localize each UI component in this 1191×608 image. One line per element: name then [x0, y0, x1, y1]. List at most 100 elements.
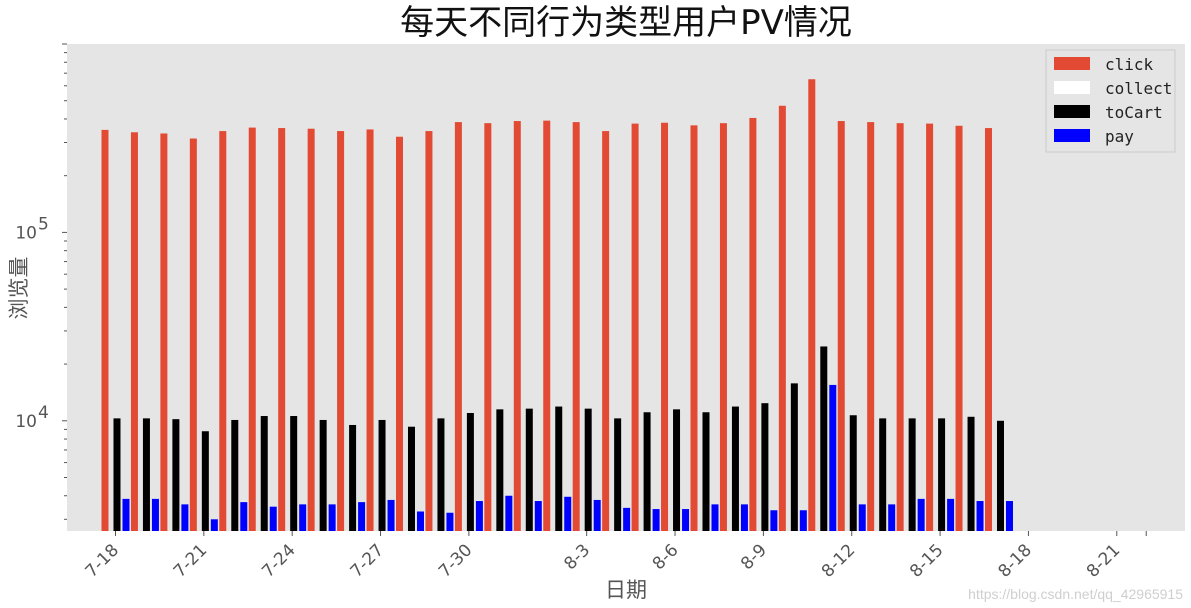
x-tick-label-8-9: 8-9 — [737, 540, 771, 574]
legend-label-tocart: toCart — [1105, 103, 1163, 122]
bar-toCart-8-17 — [996, 420, 1004, 531]
bar-click-8-13 — [867, 122, 875, 531]
bar-click-8-1 — [513, 121, 521, 531]
bar-toCart-7-27 — [378, 419, 386, 531]
x-tick-label-7-24: 7-24 — [258, 540, 299, 581]
bar-click-8-15 — [926, 123, 934, 531]
bar-click-7-18 — [101, 129, 109, 531]
bar-click-7-26 — [337, 131, 345, 531]
bar-toCart-7-31 — [496, 409, 504, 531]
bar-toCart-8-12 — [849, 415, 857, 531]
bar-pay-7-24 — [299, 504, 307, 531]
bar-click-7-24 — [278, 128, 286, 532]
x-tick-label-8-21: 8-21 — [1083, 540, 1124, 581]
bar-click-8-5 — [631, 123, 639, 531]
bar-click-8-12 — [837, 121, 845, 531]
bar-pay-7-28 — [416, 511, 424, 531]
bars-layer — [101, 79, 1013, 532]
bar-toCart-7-26 — [349, 424, 357, 531]
bar-pay-7-29 — [446, 512, 454, 531]
x-tick-label-8-18: 8-18 — [995, 540, 1036, 581]
y-tick-exponent: 5 — [38, 214, 49, 234]
bar-click-7-23 — [248, 127, 256, 531]
bar-click-8-4 — [602, 131, 610, 531]
bar-pay-8-13 — [888, 504, 896, 531]
bar-click-8-16 — [955, 125, 963, 531]
bar-pay-7-19 — [151, 498, 159, 531]
bar-pay-8-3 — [593, 499, 601, 531]
bar-toCart-7-21 — [201, 431, 209, 531]
chart-title: 每天不同行为类型用户PV情况 — [400, 3, 852, 43]
bar-pay-8-6 — [682, 509, 690, 531]
bar-toCart-8-4 — [614, 418, 622, 531]
bar-toCart-8-13 — [879, 418, 887, 531]
bar-pay-7-26 — [358, 502, 366, 531]
legend: click collect toCart pay — [1045, 49, 1176, 153]
x-tick-label-8-12: 8-12 — [818, 540, 859, 581]
bar-toCart-8-15 — [938, 418, 946, 531]
x-tick-label-8-6: 8-6 — [649, 540, 683, 574]
bar-toCart-7-25 — [319, 419, 327, 531]
bar-click-8-7 — [690, 125, 698, 531]
bar-toCart-7-30 — [466, 412, 474, 531]
bar-toCart-7-22 — [231, 419, 239, 531]
bar-pay-8-4 — [623, 507, 631, 531]
bar-pay-7-20 — [181, 504, 189, 531]
bar-toCart-7-29 — [437, 418, 445, 531]
bar-toCart-7-18 — [113, 418, 121, 531]
bar-toCart-8-6 — [673, 409, 681, 531]
bar-toCart-8-8 — [731, 406, 739, 531]
bar-pay-8-8 — [740, 504, 748, 531]
bar-toCart-8-7 — [702, 412, 710, 531]
bar-pay-8-14 — [917, 498, 925, 531]
bar-pay-7-22 — [240, 502, 248, 531]
bar-click-8-17 — [984, 128, 992, 532]
bar-pay-7-31 — [505, 495, 513, 531]
bar-pay-8-11 — [829, 384, 837, 531]
bar-click-7-28 — [395, 136, 403, 531]
bar-pay-7-30 — [475, 501, 483, 531]
bar-click-7-30 — [454, 122, 462, 531]
x-tick-label-8-15: 8-15 — [906, 540, 947, 581]
bar-pay-8-5 — [652, 509, 660, 531]
bar-click-8-10 — [778, 105, 786, 532]
bar-click-8-8 — [719, 123, 727, 532]
bar-pay-8-16 — [976, 501, 984, 531]
y-axis-label: 浏览量 — [7, 257, 31, 320]
bar-toCart-8-2 — [555, 406, 563, 531]
bar-pay-8-9 — [770, 510, 778, 531]
bar-pay-8-10 — [799, 510, 807, 531]
bar-pay-8-7 — [711, 504, 719, 531]
bar-click-7-31 — [484, 123, 492, 532]
x-tick-label-7-30: 7-30 — [435, 540, 476, 581]
bar-click-7-27 — [366, 129, 374, 531]
bar-toCart-8-11 — [820, 346, 828, 531]
bar-pay-7-23 — [269, 506, 277, 531]
bar-click-7-19 — [130, 132, 138, 531]
bar-toCart-7-24 — [290, 416, 298, 531]
legend-swatch-collect — [1054, 81, 1090, 94]
legend-label-collect: collect — [1105, 79, 1172, 98]
bar-pay-7-21 — [210, 519, 218, 531]
bar-click-8-14 — [896, 123, 904, 532]
bar-pay-8-12 — [858, 504, 866, 531]
bar-pay-8-2 — [564, 496, 572, 531]
x-tick-label-8-3: 8-3 — [560, 540, 594, 574]
bar-click-7-20 — [160, 133, 168, 532]
bar-toCart-7-28 — [407, 426, 415, 531]
x-axis-label: 日期 — [605, 578, 647, 602]
bar-toCart-8-9 — [761, 403, 769, 531]
bar-toCart-8-10 — [790, 383, 798, 531]
watermark: https://blog.csdn.net/qq_42965915 — [968, 586, 1183, 602]
y-tick-label: 10 — [15, 223, 37, 243]
bar-click-8-6 — [661, 122, 669, 532]
legend-label-pay: pay — [1105, 127, 1134, 146]
bar-pay-8-17 — [1005, 501, 1013, 531]
bar-toCart-7-23 — [260, 416, 268, 531]
bar-click-7-29 — [425, 131, 433, 531]
bar-toCart-7-20 — [172, 419, 180, 531]
bar-pay-7-25 — [328, 504, 336, 531]
bar-click-7-22 — [219, 131, 227, 531]
